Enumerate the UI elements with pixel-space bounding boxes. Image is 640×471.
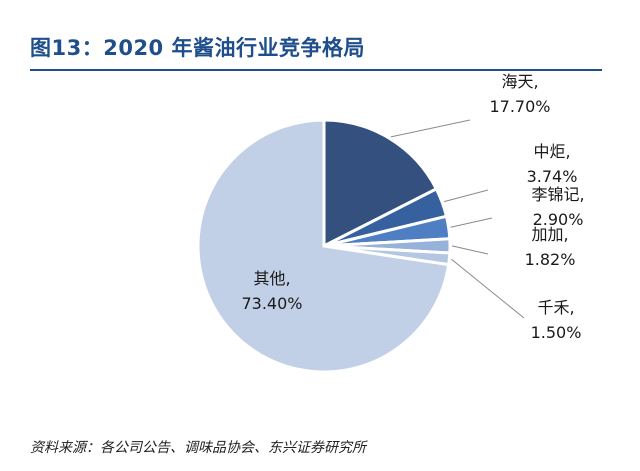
source-note: 资料来源：各公司公告、调味品协会、东兴证券研究所 (30, 440, 366, 456)
leader-line-5 (450, 258, 525, 319)
slice-value-label: 3.74% (527, 167, 578, 186)
slice-name-label: 海天, (501, 72, 538, 91)
pie-slice-1 (322, 118, 439, 249)
leader-line-1 (390, 119, 471, 138)
slice-name-label: 中炬, (533, 142, 570, 161)
slice-value-label: 73.40% (241, 294, 302, 313)
slice-name-label: 加加, (531, 225, 568, 244)
leader-line-3 (450, 217, 493, 228)
leader-line-2 (443, 189, 489, 203)
title-divider (30, 69, 602, 71)
slice-value-label: 2.90% (533, 210, 584, 229)
slice-value-label: 1.82% (525, 250, 576, 269)
pie-slice-6 (196, 118, 451, 374)
leader-line-4 (451, 245, 489, 255)
slice-value-label: 1.50% (531, 323, 582, 342)
slice-name-label: 李锦记, (531, 185, 584, 204)
slice-name-label: 千禾, (537, 298, 574, 317)
slice-name-label: 其他, (253, 269, 290, 288)
slice-value-label: 17.70% (489, 97, 550, 116)
figure-title: 图13：2020 年酱油行业竞争格局 (30, 36, 365, 60)
